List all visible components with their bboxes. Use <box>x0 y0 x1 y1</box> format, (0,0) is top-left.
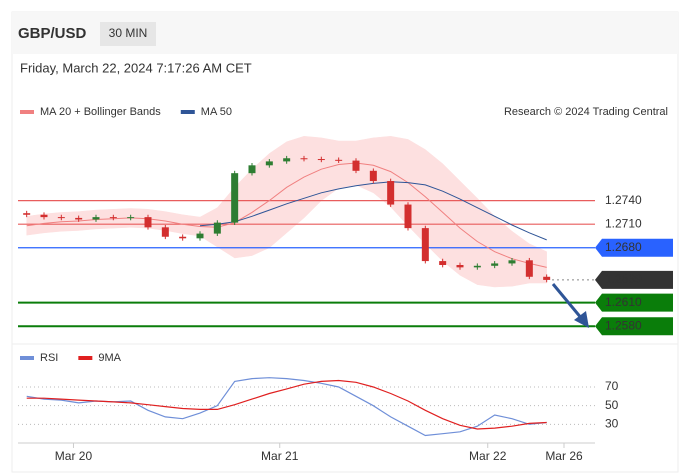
candle-body <box>369 170 377 182</box>
candle-body <box>23 213 31 215</box>
candle-body <box>40 214 48 218</box>
legend-label: RSI <box>40 352 58 364</box>
y-tick-label: 70 <box>605 379 619 393</box>
trend-arrow <box>551 283 589 328</box>
level-label-box <box>595 270 673 289</box>
timeframe-box <box>100 22 156 46</box>
timeframe: 30 MIN <box>109 26 148 40</box>
level-label: 1.2680 <box>605 240 642 254</box>
legend-swatch <box>78 356 93 360</box>
bollinger-band <box>459 180 478 286</box>
candle-body <box>543 276 551 280</box>
credit: Research © 2024 Trading Central <box>504 106 668 118</box>
legend-label: 9MA <box>98 352 121 364</box>
candle-body <box>491 263 499 266</box>
candle-body <box>473 265 481 268</box>
candle-body <box>317 159 325 161</box>
level-label: 1.2710 <box>605 216 642 230</box>
timestamp: Friday, March 22, 2024 7:17:26 AM CET <box>20 60 252 75</box>
candle-body <box>57 217 65 219</box>
rsi-line <box>26 379 547 430</box>
x-tick-label: Mar 21 <box>261 449 299 463</box>
candle-body <box>196 233 204 239</box>
candle-body <box>75 217 83 220</box>
candle-body <box>387 181 395 205</box>
level-label: 1.2740 <box>605 193 642 207</box>
candle-body <box>127 217 135 219</box>
level-label-box <box>595 317 673 336</box>
legend-swatch <box>20 356 34 360</box>
symbol: GBP/USD <box>18 25 87 42</box>
candle-body <box>352 160 360 171</box>
panel <box>11 11 679 473</box>
level-label: 1.2639 <box>605 272 642 286</box>
candle-body <box>439 261 447 266</box>
y-tick-label: 50 <box>605 398 619 412</box>
level-label: 1.2580 <box>605 318 642 332</box>
level-label: 1.2610 <box>605 295 642 309</box>
candle-body <box>92 217 100 220</box>
candle-body <box>109 217 117 219</box>
candle-body <box>300 158 308 160</box>
candle-body <box>144 217 152 228</box>
candle-body <box>456 265 464 268</box>
candle-body <box>283 158 291 162</box>
arrow-head <box>574 311 589 328</box>
candle-body <box>404 204 412 229</box>
candle-body <box>525 260 533 277</box>
candle-body <box>508 260 516 264</box>
level-label-box <box>595 293 673 312</box>
candle-body <box>248 165 256 174</box>
bollinger-band <box>286 135 305 234</box>
candle-body <box>213 222 221 234</box>
legend-swatch <box>20 110 34 114</box>
legend-label: MA 20 + Bollinger Bands <box>40 106 161 118</box>
bollinger-band <box>269 141 287 249</box>
arrow-shaft <box>551 283 584 320</box>
candle-body <box>335 159 343 161</box>
y-tick-label: 30 <box>605 417 619 431</box>
legend-swatch <box>180 110 195 114</box>
x-tick-label: Mar 22 <box>469 449 507 463</box>
candle-body <box>265 161 273 166</box>
legend-label: MA 50 <box>201 106 232 118</box>
ma-line <box>199 181 547 241</box>
bollinger-band <box>442 163 461 276</box>
candle-body <box>421 228 429 262</box>
candle-body <box>161 227 169 237</box>
candle-body <box>179 236 187 239</box>
candle-body <box>231 173 239 223</box>
level-label-box <box>595 238 673 257</box>
x-tick-label: Mar 20 <box>55 449 93 463</box>
x-tick-label: Mar 26 <box>545 449 583 463</box>
